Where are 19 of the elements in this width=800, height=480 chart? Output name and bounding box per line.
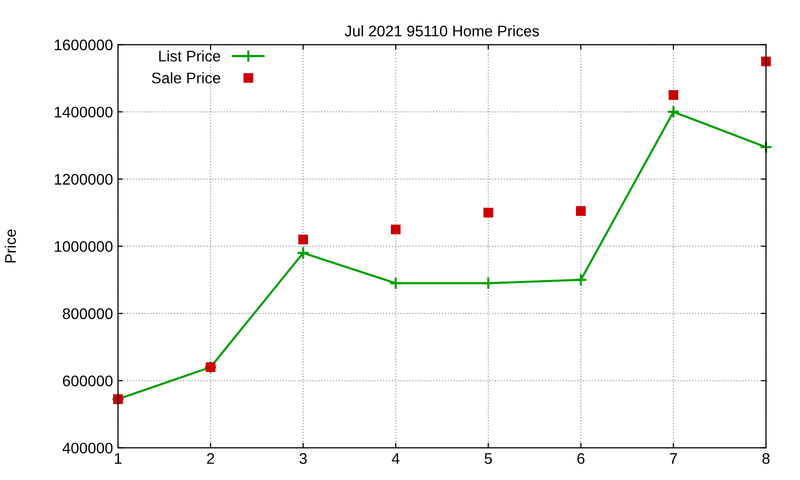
y-axis-title: Price — [4, 230, 16, 262]
x-tick-label: 2 — [207, 453, 214, 464]
y-tick-label: 800000 — [62, 308, 113, 320]
x-tick-label: 5 — [484, 453, 492, 464]
y-tick-label: 1400000 — [54, 106, 113, 118]
x-tick-label: 4 — [392, 453, 400, 464]
y-tick-label: 400000 — [62, 442, 113, 454]
y-tick-label: 1600000 — [54, 40, 113, 50]
x-tick-label: 8 — [762, 453, 770, 464]
chart-title: Jul 2021 95110 Home Prices — [344, 25, 539, 36]
x-tick-label: 3 — [299, 453, 307, 464]
x-tick-label: 1 — [114, 453, 122, 464]
y-tick-label: 600000 — [62, 376, 113, 386]
x-tick-label: 7 — [670, 453, 677, 464]
legend-label: List Price — [159, 50, 220, 62]
x-tick-label: 6 — [577, 453, 584, 464]
y-tick-label: 1200000 — [54, 174, 113, 185]
legend-label: Sale Price — [152, 72, 220, 84]
y-tick-label: 1000000 — [54, 241, 113, 252]
